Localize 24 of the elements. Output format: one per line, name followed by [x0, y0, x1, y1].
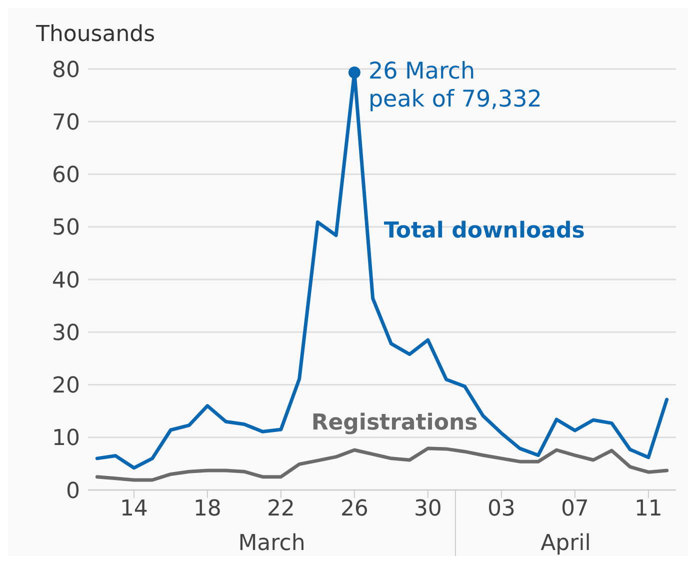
y-tick-label: 20 — [52, 374, 80, 399]
y-tick-label: 50 — [52, 216, 80, 241]
y-tick-label: 80 — [52, 58, 80, 83]
x-tick-label: 14 — [120, 496, 148, 522]
x-tick-label: 22 — [266, 496, 295, 522]
text: March — [238, 531, 306, 556]
x-tick-label: 11 — [634, 496, 662, 522]
annotation: 26 March peak of 79,332 — [368, 58, 542, 113]
x-tick-label: 03 — [487, 496, 516, 522]
series-label: Total downloads — [384, 218, 585, 244]
y-tick-label: 10 — [52, 426, 80, 452]
x-tick-label: 26 — [340, 496, 368, 522]
x-tick-label: 30 — [414, 496, 442, 522]
y-tick-label: 60 — [52, 163, 80, 188]
line-series — [95, 446, 669, 482]
x-tick-label: 07 — [560, 496, 589, 522]
y-axis-title: Thousands — [36, 22, 156, 47]
y-tick-label: 40 — [52, 268, 80, 294]
text: April — [540, 531, 591, 556]
x-tick-label: 18 — [193, 496, 222, 522]
y-tick-label: 70 — [52, 110, 80, 136]
y-tick-label: 0 — [66, 478, 80, 504]
y-tick-label: 30 — [52, 320, 80, 346]
series-label: Registrations — [311, 410, 478, 436]
